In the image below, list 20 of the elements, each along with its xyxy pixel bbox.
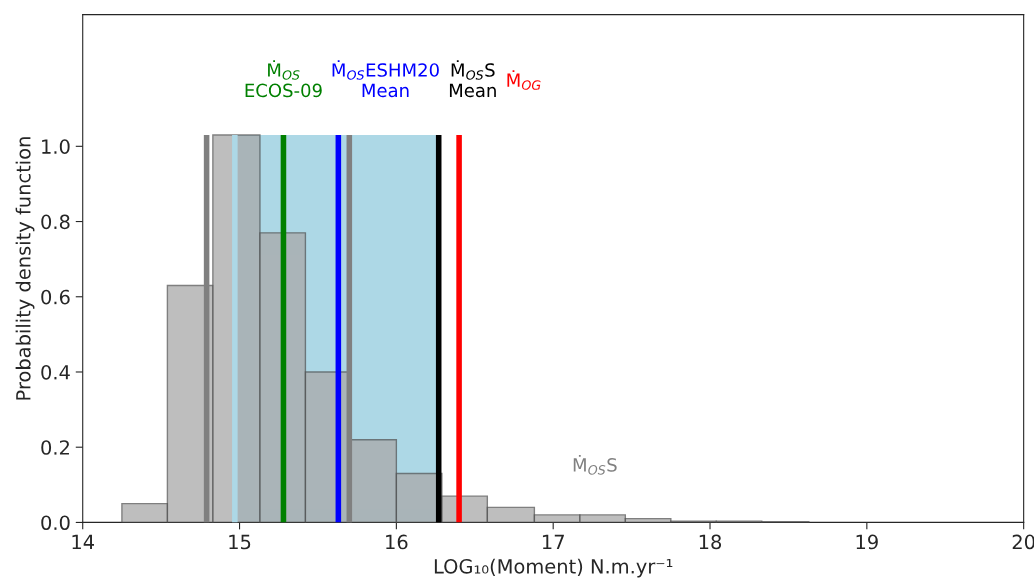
ref-line-label: Ṁ$_{OS}$ ECOS-09 [245, 60, 322, 98]
ref-line-label: Ṁ$_{OS}$S Mean [449, 60, 496, 98]
x-tick-label: 20 [1012, 534, 1034, 550]
x-tick-label: 15 [229, 534, 251, 550]
x-tick-label: 19 [856, 534, 878, 550]
x-tick-label: 16 [386, 534, 408, 550]
y-tick-label: 0.6 [41, 289, 70, 305]
y-tick-label: 0.2 [41, 440, 69, 455]
x-axis-title: LOG₁₀(Moment) N.m.yr⁻¹ [434, 558, 673, 578]
x-tick-label: 14 [72, 534, 94, 550]
annotation: Ṁ$_{OS}$S [573, 455, 617, 475]
y-tick-label: 0.8 [41, 214, 70, 230]
y-tick-label: 0.4 [41, 364, 70, 380]
x-tick-label: 17 [542, 534, 564, 550]
x-tick-label: 18 [699, 534, 722, 550]
ref-line-label: Ṁ$_{OS}$ESHM20 Mean [332, 60, 439, 98]
y-axis-title: Probability density function [15, 137, 35, 400]
y-tick-label: 0.0 [41, 515, 70, 531]
ref-line-label: Ṁ$_{OG}$ [507, 70, 541, 90]
y-tick-label: 1.0 [42, 139, 70, 154]
